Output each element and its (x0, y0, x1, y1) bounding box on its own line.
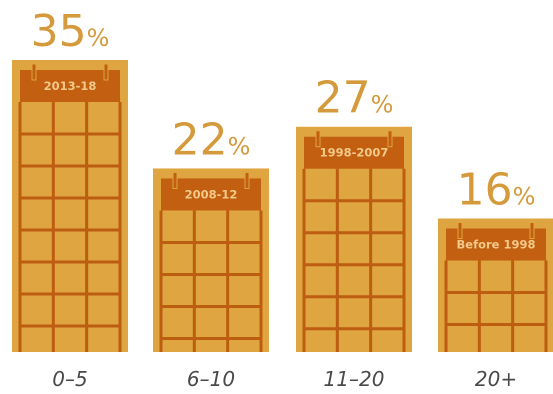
value-percent-sign: % (228, 132, 251, 160)
calendar-title: 2013-18 (44, 79, 97, 93)
calendar-ring-left (315, 130, 321, 148)
calendar-title: 2008-12 (185, 187, 238, 201)
calendar-title: Before 1998 (457, 238, 536, 252)
value-number: 27 (315, 73, 371, 124)
calendar-header (161, 178, 261, 211)
calendar-ring-left (172, 171, 178, 189)
calendar-bar-2: 2008-12 22% 6–10 (153, 114, 269, 391)
category-label: 6–10 (187, 367, 235, 391)
value-label: 16% (457, 165, 536, 216)
calendar-ring-left (457, 222, 463, 240)
calendar-ring-left (31, 63, 37, 81)
category-label: 11–20 (324, 367, 385, 391)
value-percent-sign: % (371, 91, 394, 119)
calendar-header (446, 228, 546, 261)
calendar-inner (444, 222, 548, 352)
value-number: 22 (172, 114, 228, 165)
value-percent-sign: % (513, 183, 536, 211)
category-label: 0–5 (52, 367, 87, 391)
value-label: 27% (315, 73, 394, 124)
calendar-bar-3: 1998-2007 27% 11–20 (296, 73, 412, 391)
calendar-ring-right (529, 222, 535, 240)
value-label: 35% (31, 6, 110, 57)
calendar-title: 1998-2007 (320, 146, 389, 160)
calendar-header (20, 70, 120, 102)
value-percent-sign: % (87, 24, 110, 52)
calendar-ring-right (103, 63, 109, 81)
calendar-bar-1: 2013-18 35% 0–5 (12, 6, 128, 391)
calendar-bar-4: Before 1998 16% 20+ (438, 165, 553, 391)
category-label: 20+ (475, 367, 517, 391)
value-number: 35 (31, 6, 87, 57)
calendar-ring-right (387, 130, 393, 148)
value-label: 22% (172, 114, 251, 165)
calendar-body (12, 60, 128, 352)
value-number: 16 (457, 165, 513, 216)
calendar-ring-right (244, 171, 250, 189)
calendar-inner (159, 171, 263, 352)
calendar-inner (18, 63, 122, 352)
calendar-inner (302, 130, 406, 352)
calendar-header (304, 136, 404, 169)
